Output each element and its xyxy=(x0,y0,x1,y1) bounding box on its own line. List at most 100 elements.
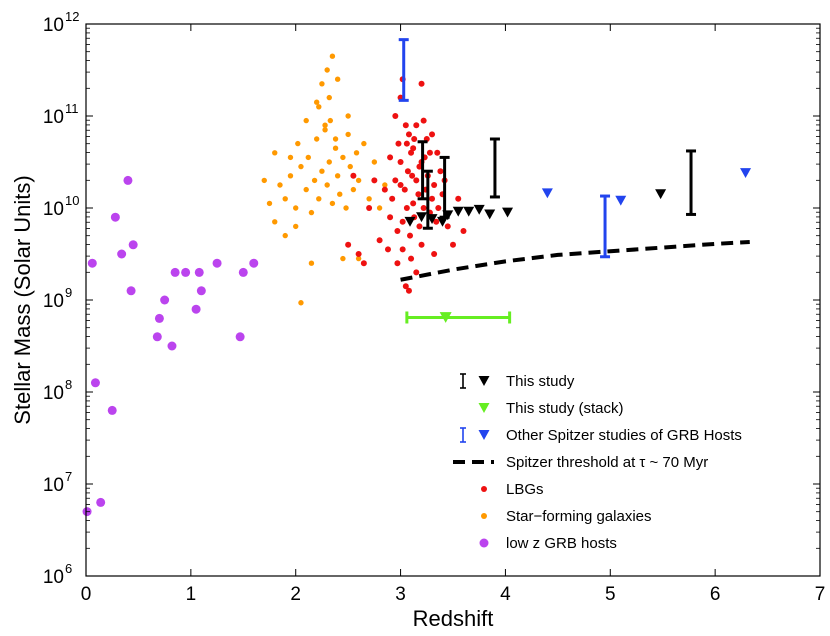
star-forming-galaxy-point xyxy=(298,300,304,306)
lbg-point xyxy=(397,159,404,165)
this-study-upper-limit xyxy=(426,214,438,224)
low-z-grb-host-point xyxy=(212,258,222,268)
other-spitzer-upper-limit xyxy=(615,195,627,206)
legend-label: Other Spitzer studies of GRB Hosts xyxy=(506,427,742,444)
x-tick-label: 0 xyxy=(81,584,92,605)
legend-errorbar-icon xyxy=(460,427,466,443)
legend-dot-icon xyxy=(481,486,487,492)
legend-item: low z GRB hosts xyxy=(479,535,617,552)
lbg-point xyxy=(410,145,417,152)
lbg-point xyxy=(355,251,362,257)
series-this-study-stack xyxy=(405,311,512,324)
lbg-point xyxy=(413,269,420,276)
lbg-point xyxy=(429,131,436,138)
low-z-grb-host-point xyxy=(235,332,245,342)
lbg-point xyxy=(408,255,415,262)
lbg-point xyxy=(416,163,423,170)
star-forming-galaxy-point xyxy=(329,200,336,207)
low-z-grb-host-point xyxy=(154,313,164,323)
y-tick-exponent: 10 xyxy=(65,193,79,208)
star-forming-galaxy-point xyxy=(305,154,311,161)
lbg-point xyxy=(409,172,416,179)
legend-errorbar-icon xyxy=(460,373,466,389)
star-forming-galaxy-point xyxy=(303,117,309,124)
legend-label: This study (stack) xyxy=(506,400,624,417)
low-z-grb-host-point xyxy=(110,212,120,222)
low-z-grb-host-point xyxy=(249,258,259,268)
star-forming-galaxy-point xyxy=(319,81,325,87)
lbg-point xyxy=(435,205,442,211)
lbg-point xyxy=(402,122,409,129)
lbg-point xyxy=(387,214,394,221)
low-z-grb-host-point xyxy=(90,378,100,388)
series-this-study-ranges xyxy=(417,137,697,230)
star-forming-galaxy-point xyxy=(272,219,278,225)
y-tick-exponent: 7 xyxy=(65,469,72,484)
star-forming-galaxy-point xyxy=(322,127,328,133)
lbg-point xyxy=(431,251,438,257)
low-z-grb-host-point xyxy=(196,286,206,296)
legend-triangle-icon xyxy=(478,403,490,413)
star-forming-galaxy-point xyxy=(295,140,301,147)
y-tick-exponent: 8 xyxy=(65,377,72,392)
lbg-point xyxy=(403,205,410,211)
legend-big-dot-icon xyxy=(479,538,489,548)
lbg-point xyxy=(399,246,406,253)
low-z-grb-host-point xyxy=(126,286,136,296)
star-forming-galaxy-point xyxy=(293,223,299,230)
star-forming-galaxy-point xyxy=(277,182,283,188)
lbg-point xyxy=(410,200,417,207)
other-spitzer-errorbar xyxy=(600,194,611,259)
lbg-point xyxy=(429,195,436,202)
lbg-point xyxy=(420,117,427,124)
lbg-point xyxy=(350,172,357,179)
lbg-point xyxy=(418,80,425,87)
lbg-point xyxy=(405,131,412,138)
lbg-point xyxy=(401,186,408,193)
plot-frame xyxy=(85,23,821,577)
lbg-point xyxy=(460,228,467,234)
y-tick-label: 10 xyxy=(43,383,64,404)
legend: This study This study (stack) Other Spitze… xyxy=(453,373,742,552)
star-forming-galaxy-point xyxy=(337,191,343,197)
lbg-point xyxy=(395,140,402,147)
y-tick-label: 10 xyxy=(43,475,64,496)
lbg-point xyxy=(371,177,378,184)
lbg-point xyxy=(405,287,412,294)
star-forming-galaxy-point xyxy=(376,205,383,211)
star-forming-galaxy-point xyxy=(261,177,267,184)
legend-label: This study xyxy=(506,373,575,390)
lbg-point xyxy=(407,232,414,239)
low-z-grb-host-point xyxy=(167,341,177,351)
legend-dot-icon xyxy=(481,513,487,519)
y-tick-label: 10 xyxy=(43,107,64,128)
y-tick-label: 10 xyxy=(43,567,64,588)
other-spitzer-upper-limit xyxy=(740,168,752,178)
series-lbgs xyxy=(345,76,467,294)
lbg-point xyxy=(402,283,409,290)
series-star-forming-galaxies xyxy=(261,53,388,306)
x-tick-label: 2 xyxy=(290,584,301,605)
lbg-point xyxy=(404,168,411,175)
series-this-study-limits xyxy=(404,189,667,227)
star-forming-galaxy-point xyxy=(272,150,278,156)
star-forming-galaxy-point xyxy=(347,163,353,170)
star-forming-galaxy-point xyxy=(355,255,362,262)
low-z-grb-host-point xyxy=(170,267,180,277)
lbg-point xyxy=(397,182,404,188)
legend-label: LBGs xyxy=(506,481,544,498)
lbg-point xyxy=(392,113,399,119)
star-forming-galaxy-point xyxy=(345,131,351,138)
this-study-upper-limit xyxy=(437,216,449,227)
lbg-point xyxy=(384,246,391,253)
low-z-grb-host-point xyxy=(238,267,248,277)
lbg-point xyxy=(360,260,367,267)
x-tick-label: 7 xyxy=(815,584,826,605)
star-forming-galaxy-point xyxy=(332,136,339,142)
star-forming-galaxy-point xyxy=(340,255,346,262)
lbg-point xyxy=(366,205,373,211)
star-forming-galaxy-point xyxy=(371,159,378,165)
star-forming-galaxy-point xyxy=(313,136,320,142)
low-z-grb-host-point xyxy=(117,249,127,259)
